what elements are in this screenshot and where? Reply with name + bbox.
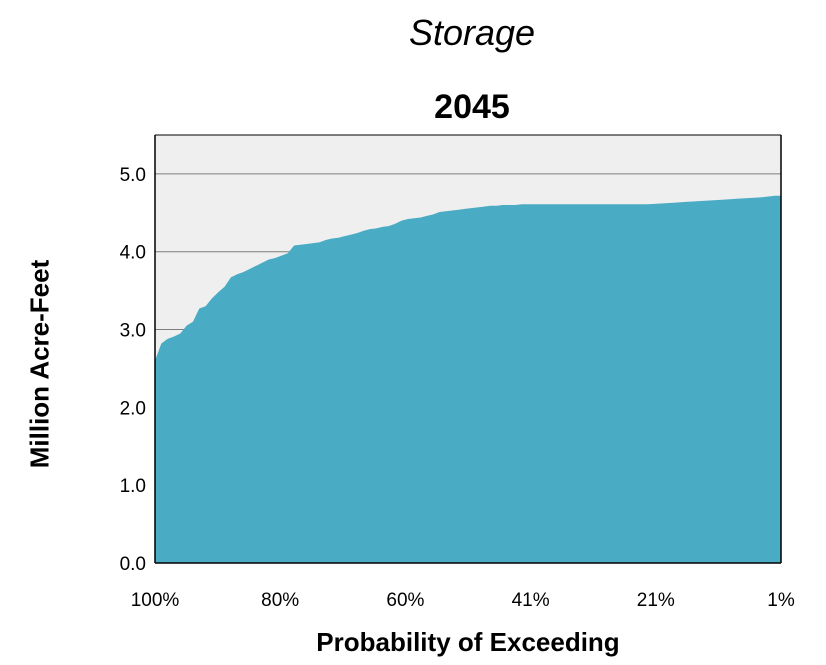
x-axis-label: Probability of Exceeding xyxy=(316,627,620,657)
x-tick-label: 100% xyxy=(131,590,180,611)
y-tick-label: 3.0 xyxy=(120,321,146,342)
x-tick-label: 80% xyxy=(261,590,299,611)
y-tick-labels: 0.0 1.0 2.0 3.0 4.0 5.0 xyxy=(120,165,146,575)
y-tick-label: 1.0 xyxy=(120,476,146,497)
y-tick-label: 4.0 xyxy=(120,243,146,264)
area-series xyxy=(155,195,781,563)
chart-title: 2045 xyxy=(434,88,510,126)
x-tick-labels: 100% 80% 60% 41% 21% 1% xyxy=(131,590,795,611)
chart-subtitle: Storage xyxy=(408,12,536,53)
x-tick-label: 41% xyxy=(512,590,550,611)
x-tick-label: 1% xyxy=(767,590,795,611)
x-tick-label: 21% xyxy=(637,590,675,611)
x-tick-label: 60% xyxy=(386,590,424,611)
y-tick-label: 2.0 xyxy=(120,398,146,419)
y-tick-label: 0.0 xyxy=(120,554,146,575)
y-tick-label: 5.0 xyxy=(120,165,146,186)
y-axis-label: Million Acre-Feet xyxy=(24,259,55,469)
